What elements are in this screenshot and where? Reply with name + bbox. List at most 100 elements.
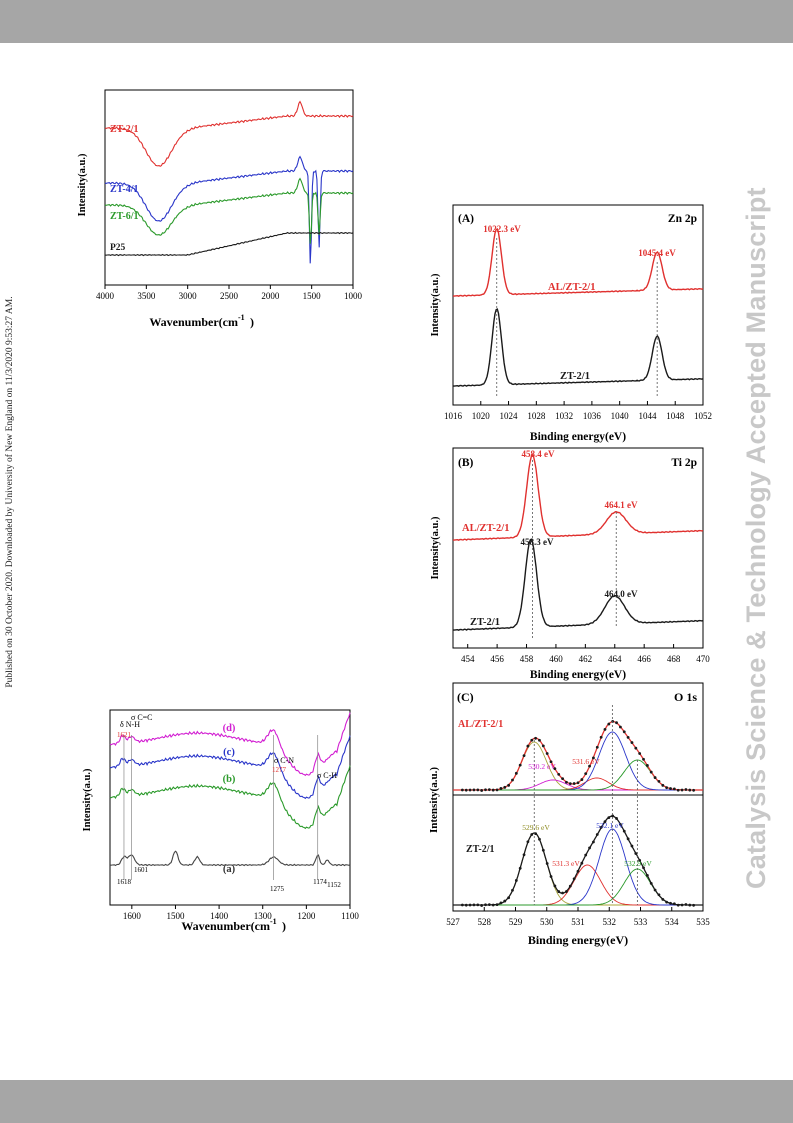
o1s-data-point bbox=[611, 814, 615, 818]
o1s-data-point bbox=[588, 764, 591, 768]
o1s-data-point bbox=[669, 901, 672, 905]
ftir-chart: 4000 3500 3000 2500 2000 1500 1000 Intensity(a… bbox=[77, 89, 363, 329]
o1s-data-point bbox=[568, 884, 572, 888]
ftir-zoom-ylabel: Intensity(a.u.) bbox=[82, 768, 93, 832]
o1s-data-point bbox=[649, 881, 653, 885]
o1s-data-point bbox=[514, 879, 518, 882]
zn2p-panel-letter: (A) bbox=[458, 213, 474, 225]
o1s-data-point bbox=[592, 756, 595, 760]
o1s-data-point bbox=[530, 738, 534, 742]
ftir-xlabel: Wavenumber(cm bbox=[149, 315, 238, 329]
zn2p-xtick-label: 1016 bbox=[444, 411, 463, 421]
o1s-data-point bbox=[514, 771, 518, 775]
o1s-data-point bbox=[557, 773, 561, 776]
o1s-data-point bbox=[568, 782, 572, 786]
ftir-xtick-label: 3500 bbox=[137, 291, 156, 301]
zn2p-xtick-label: 1020 bbox=[472, 411, 491, 421]
o1s-data-point bbox=[464, 788, 468, 792]
o1s-xtick-label: 533 bbox=[634, 917, 648, 927]
o1s-data-point bbox=[468, 788, 472, 792]
zn2p-peak-label-1: 1022.3 eV bbox=[483, 224, 521, 234]
o1s-peak-label-2: 531.6 eV bbox=[572, 757, 600, 766]
o1s-data-point bbox=[657, 893, 661, 897]
o1s-xtick-label: 535 bbox=[696, 917, 710, 927]
ftir-xtick-label: 1500 bbox=[303, 291, 322, 301]
o1s-envelope-line bbox=[453, 720, 703, 791]
zn2p-element: Zn 2p bbox=[668, 213, 697, 225]
o1s-data-point bbox=[634, 746, 638, 750]
ti2p-xtick-label: 460 bbox=[549, 654, 563, 664]
ti2p-xlabel: Binding energy(eV) bbox=[530, 669, 626, 681]
ftir-zoom-label-d: (d) bbox=[223, 723, 236, 734]
o1s-data-point bbox=[684, 903, 688, 906]
zn2p-xlabel: Binding energy(eV) bbox=[530, 431, 626, 443]
ftir-zoom-annot-1277: 1277 bbox=[272, 766, 287, 774]
o1s-chart: 527 528 529 530 531 532 533 534 535 (C) O 1s Int… bbox=[428, 682, 710, 947]
o1s-data-point bbox=[634, 852, 638, 855]
o1s-data-point bbox=[680, 903, 684, 907]
o1s-data-point bbox=[480, 789, 484, 792]
o1s-xtick-label: 528 bbox=[478, 917, 492, 927]
ftir-series-line bbox=[104, 177, 354, 244]
o1s-data-point bbox=[476, 903, 480, 907]
footer-bar bbox=[0, 1080, 793, 1123]
o1s-data-point bbox=[653, 888, 657, 892]
ftir-zoom-chart: 1600 1500 1400 1300 1200 1100 Intensity(a.u.)… bbox=[82, 709, 359, 933]
o1s-peak-label-3: 529.6 eV bbox=[522, 823, 550, 832]
o1s-data-point bbox=[476, 788, 480, 792]
o1s-panel-letter: (C) bbox=[457, 690, 474, 704]
o1s-data-point bbox=[541, 744, 545, 748]
zn2p-xtick-label: 1052 bbox=[694, 411, 712, 421]
o1s-data-point bbox=[553, 767, 557, 771]
ftir-zoom-series-line bbox=[109, 765, 351, 830]
ftir-zoom-xlabel: Wavenumber(cm bbox=[181, 919, 270, 933]
o1s-xtick-label: 532 bbox=[603, 917, 617, 927]
o1s-data-point bbox=[665, 786, 669, 790]
zn2p-xtick-label: 1040 bbox=[611, 411, 630, 421]
ti2p-peak-label-2: 464.1 eV bbox=[605, 500, 638, 510]
o1s-frame bbox=[452, 682, 704, 912]
o1s-peak-label-5: 532.1 eV bbox=[596, 821, 624, 830]
o1s-data-point bbox=[688, 903, 692, 907]
ftir-xtick-label: 1000 bbox=[344, 291, 363, 301]
zn2p-xtick-label: 1036 bbox=[583, 411, 602, 421]
o1s-data-point bbox=[468, 903, 472, 907]
ftir-zoom-annot-cn: σ C-N bbox=[274, 756, 294, 765]
o1s-data-point bbox=[588, 846, 591, 850]
o1s-data-point bbox=[503, 785, 507, 789]
o1s-data-point bbox=[607, 816, 611, 820]
o1s-data-point bbox=[460, 903, 464, 907]
o1s-data-point bbox=[630, 741, 634, 744]
ti2p-xtick-label: 470 bbox=[696, 654, 710, 664]
o1s-data-point bbox=[549, 875, 553, 878]
o1s-data-point bbox=[472, 903, 476, 907]
o1s-data-point bbox=[626, 735, 630, 739]
o1s-data-point bbox=[645, 764, 649, 767]
o1s-data-point bbox=[657, 780, 661, 783]
ftir-legend-zt41: ZT-4/1 bbox=[110, 184, 139, 195]
zn2p-series-label-al: AL/ZT-2/1 bbox=[548, 282, 595, 293]
ti2p-xtick-label: 456 bbox=[490, 654, 504, 664]
ftir-zoom-annot-1621: 1621 bbox=[117, 731, 132, 739]
ti2p-xtick-label: 466 bbox=[637, 654, 651, 664]
o1s-data-point bbox=[618, 822, 622, 826]
o1s-data-point bbox=[561, 891, 564, 895]
ti2p-series-line bbox=[452, 538, 704, 631]
o1s-data-point bbox=[549, 760, 553, 764]
o1s-data-point bbox=[672, 902, 676, 906]
o1s-data-point bbox=[518, 763, 522, 767]
o1s-data-point bbox=[541, 848, 545, 852]
ftir-zoom-series-line bbox=[109, 735, 351, 800]
o1s-data-point bbox=[538, 837, 541, 841]
o1s-data-point bbox=[692, 903, 696, 907]
o1s-data-point bbox=[507, 896, 511, 900]
o1s-data-point bbox=[580, 861, 584, 865]
o1s-data-point bbox=[530, 833, 534, 836]
o1s-data-point bbox=[495, 903, 499, 907]
o1s-xtick-label: 530 bbox=[540, 917, 554, 927]
o1s-data-point bbox=[630, 844, 634, 848]
o1s-data-point bbox=[511, 778, 514, 782]
zn2p-xtick-label: 1048 bbox=[666, 411, 685, 421]
ftir-xtick-label: 2000 bbox=[261, 291, 280, 301]
ti2p-peak-label-1: 458.4 eV bbox=[522, 449, 555, 459]
